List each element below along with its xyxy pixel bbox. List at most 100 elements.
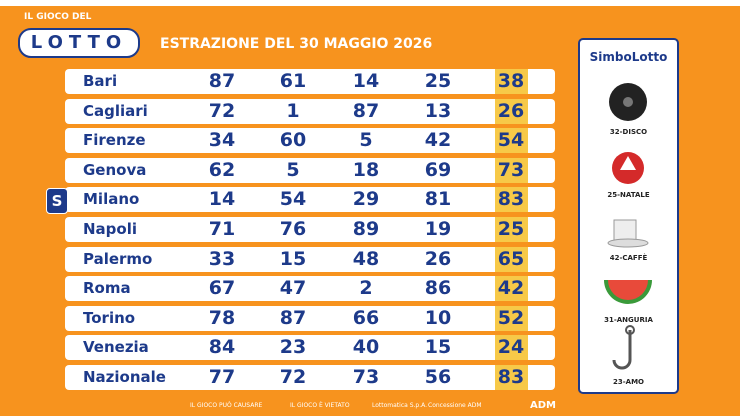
drawn-number: 72 bbox=[279, 366, 307, 388]
highlight bbox=[495, 276, 528, 302]
drawn-number: 10 bbox=[424, 306, 452, 329]
drawn-number: 83 bbox=[497, 188, 525, 211]
result-row: Cagliari 72 1 87 13 26 bbox=[65, 98, 555, 124]
drawn-number: 25 bbox=[497, 218, 525, 240]
drawn-number: 73 bbox=[497, 158, 525, 181]
drawn-number: 78 bbox=[208, 306, 236, 329]
result-row: Napoli 71 76 89 19 25 bbox=[65, 217, 555, 242]
drawn-number: 5 bbox=[286, 158, 300, 181]
drawn-number: 42 bbox=[424, 129, 452, 152]
drawn-number: 47 bbox=[279, 277, 307, 300]
drawn-number: 69 bbox=[424, 158, 452, 181]
simbolotto-panel: SimboLotto 32-DISCO 25-NATALE 42-CAFFÈ 31-A… bbox=[578, 38, 679, 394]
highlight bbox=[495, 335, 528, 361]
result-row: Genova 62 5 18 69 73 bbox=[65, 157, 555, 183]
drawn-number: 24 bbox=[497, 336, 525, 359]
drawn-number: 66 bbox=[352, 306, 380, 329]
drawn-number: 87 bbox=[352, 99, 380, 122]
drawn-number: 89 bbox=[352, 218, 380, 240]
footer-text: Lottomatica S.p.A. bbox=[372, 402, 428, 409]
highlight bbox=[495, 128, 528, 154]
drawn-number: 61 bbox=[279, 70, 307, 92]
drawn-number: 52 bbox=[497, 306, 525, 329]
drawn-number: 13 bbox=[424, 99, 452, 122]
brand-logo: LOTTO bbox=[18, 28, 140, 58]
drawn-number: 62 bbox=[208, 158, 236, 181]
highlight bbox=[495, 365, 528, 390]
drawn-number: 81 bbox=[424, 188, 452, 211]
drawn-number: 25 bbox=[424, 70, 452, 92]
drawn-number: 67 bbox=[208, 277, 236, 300]
result-row: Bari 87 61 14 25 38 bbox=[65, 69, 555, 94]
top-strip bbox=[0, 0, 740, 6]
result-row: Venezia 84 23 40 15 24 bbox=[65, 335, 555, 361]
drawn-number: 71 bbox=[208, 218, 236, 240]
drawn-number: 18 bbox=[352, 158, 380, 181]
wheel-name: Napoli bbox=[83, 220, 138, 238]
drawn-number: 29 bbox=[352, 188, 380, 211]
highlight bbox=[495, 217, 528, 242]
result-row: Palermo 33 15 48 26 65 bbox=[65, 246, 555, 272]
wheel-name: Milano bbox=[83, 190, 140, 209]
symbol-icons bbox=[604, 83, 652, 370]
drawn-number: 48 bbox=[352, 247, 380, 270]
wheel-name: Firenze bbox=[83, 131, 146, 150]
drawn-number: 5 bbox=[359, 129, 373, 152]
wheel-name: Nazionale bbox=[83, 368, 166, 386]
highlight bbox=[495, 187, 528, 213]
panel-title: SimboLotto bbox=[589, 50, 668, 64]
result-row: Torino 78 87 66 10 52 bbox=[65, 305, 555, 331]
wheel-name: Roma bbox=[83, 279, 131, 298]
highlight bbox=[495, 246, 528, 272]
symbol-label: 23-AMO bbox=[613, 378, 644, 386]
drawn-number: 83 bbox=[497, 366, 525, 388]
drawn-number: 14 bbox=[352, 70, 380, 92]
drawn-number: 38 bbox=[497, 70, 525, 92]
drawn-number: 15 bbox=[424, 336, 452, 359]
highlight bbox=[495, 305, 528, 331]
drawn-number: 54 bbox=[497, 129, 525, 152]
drawn-number: 42 bbox=[497, 277, 525, 300]
drawn-number: 26 bbox=[424, 247, 452, 270]
footer-text: Concessione ADM bbox=[428, 402, 482, 409]
footer-text: IL GIOCO PUÒ CAUSARE bbox=[190, 402, 263, 409]
drawn-number: 73 bbox=[352, 366, 380, 388]
drawn-number: 56 bbox=[424, 366, 452, 388]
wheel-name: Genova bbox=[83, 160, 147, 179]
simbolotto-marker: S bbox=[46, 188, 68, 214]
drawn-number: 77 bbox=[208, 366, 236, 388]
symbol-label: 32-DISCO bbox=[609, 128, 648, 136]
highlight bbox=[495, 98, 528, 124]
wheel-name: Palermo bbox=[83, 249, 153, 268]
drawn-number: 84 bbox=[208, 336, 236, 359]
drawn-number: 2 bbox=[359, 277, 373, 300]
drawn-number: 1 bbox=[286, 99, 300, 122]
drawn-number: 40 bbox=[352, 336, 380, 359]
highlight bbox=[495, 69, 528, 94]
footer-text: ADM bbox=[530, 400, 556, 411]
wheel-name: Cagliari bbox=[83, 101, 148, 120]
brand-top: IL GIOCO DEL bbox=[24, 12, 92, 22]
drawn-number: 23 bbox=[279, 336, 307, 359]
highlight bbox=[495, 157, 528, 183]
footer-text: IL GIOCO È VIETATO bbox=[290, 402, 350, 409]
symbol-label: 42-CAFFÈ bbox=[609, 254, 648, 262]
drawn-number: 60 bbox=[279, 129, 307, 152]
drawn-number: 26 bbox=[497, 99, 525, 122]
drawn-number: 19 bbox=[424, 218, 452, 240]
drawn-number: 65 bbox=[497, 247, 525, 270]
title: ESTRAZIONE DEL 30 MAGGIO 2026 bbox=[160, 36, 433, 52]
symbol-label: 31-ANGURIA bbox=[604, 316, 653, 324]
drawn-number: 76 bbox=[279, 218, 307, 240]
wheel-name: Venezia bbox=[83, 338, 149, 357]
drawn-number: 15 bbox=[279, 247, 307, 270]
drawn-number: 87 bbox=[279, 306, 307, 329]
drawn-number: 54 bbox=[279, 188, 307, 211]
result-row: Milano 14 54 29 81 83 bbox=[65, 187, 555, 213]
drawn-number: 34 bbox=[208, 129, 236, 152]
wheel-name: Bari bbox=[83, 72, 118, 90]
wheel-name: Torino bbox=[83, 308, 136, 327]
drawn-number: 33 bbox=[208, 247, 236, 270]
drawn-number: 87 bbox=[208, 70, 236, 92]
